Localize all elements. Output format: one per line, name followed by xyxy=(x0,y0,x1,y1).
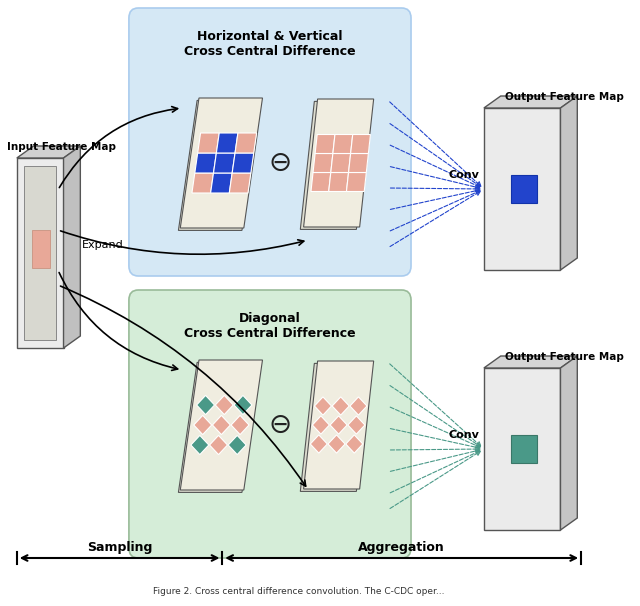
Text: Diagonal
Cross Central Difference: Diagonal Cross Central Difference xyxy=(184,312,356,340)
Polygon shape xyxy=(333,135,353,153)
Polygon shape xyxy=(484,108,561,270)
Polygon shape xyxy=(211,173,232,193)
Polygon shape xyxy=(196,395,214,415)
Polygon shape xyxy=(179,362,260,493)
Polygon shape xyxy=(300,364,371,491)
Text: Conv: Conv xyxy=(449,170,479,180)
Text: Conv: Conv xyxy=(449,430,479,440)
Text: ⊖: ⊖ xyxy=(269,411,292,439)
Polygon shape xyxy=(194,415,212,435)
Polygon shape xyxy=(484,96,577,108)
FancyBboxPatch shape xyxy=(129,290,411,558)
Polygon shape xyxy=(229,173,251,193)
Polygon shape xyxy=(228,435,246,454)
Polygon shape xyxy=(315,135,335,153)
Polygon shape xyxy=(328,435,345,453)
Text: Sampling: Sampling xyxy=(87,541,152,554)
Polygon shape xyxy=(303,99,374,227)
Polygon shape xyxy=(329,173,349,191)
Polygon shape xyxy=(235,133,257,153)
Text: Output Feature Map: Output Feature Map xyxy=(506,352,624,362)
Text: Aggregation: Aggregation xyxy=(358,541,445,554)
Polygon shape xyxy=(17,158,63,348)
Polygon shape xyxy=(484,368,561,530)
Polygon shape xyxy=(231,415,249,435)
Polygon shape xyxy=(511,175,537,203)
Polygon shape xyxy=(561,96,577,270)
Polygon shape xyxy=(314,397,332,415)
Polygon shape xyxy=(346,435,363,453)
Polygon shape xyxy=(232,153,253,173)
Polygon shape xyxy=(180,360,262,490)
Polygon shape xyxy=(215,395,233,415)
Polygon shape xyxy=(351,135,371,153)
Text: Input Feature Map: Input Feature Map xyxy=(8,142,116,152)
Polygon shape xyxy=(63,146,81,348)
Polygon shape xyxy=(209,435,227,454)
Polygon shape xyxy=(192,173,214,193)
Polygon shape xyxy=(331,153,351,173)
Polygon shape xyxy=(191,435,209,454)
Polygon shape xyxy=(212,415,230,435)
Polygon shape xyxy=(198,133,220,153)
Text: Expand: Expand xyxy=(82,240,124,250)
Polygon shape xyxy=(484,356,577,368)
Polygon shape xyxy=(179,101,260,230)
Text: ⊖: ⊖ xyxy=(269,149,292,177)
Text: Output Feature Map: Output Feature Map xyxy=(506,92,624,102)
Polygon shape xyxy=(17,146,81,158)
Polygon shape xyxy=(511,435,537,463)
Polygon shape xyxy=(348,416,365,434)
Polygon shape xyxy=(24,166,56,340)
Polygon shape xyxy=(180,98,262,228)
Polygon shape xyxy=(561,356,577,530)
Text: Horizontal & Vertical
Cross Central Difference: Horizontal & Vertical Cross Central Diff… xyxy=(184,30,356,58)
Polygon shape xyxy=(330,416,347,434)
Text: Figure 2. Cross central difference convolution. The C-CDC oper...: Figure 2. Cross central difference convo… xyxy=(153,587,445,596)
Polygon shape xyxy=(350,397,367,415)
Polygon shape xyxy=(332,397,349,415)
Polygon shape xyxy=(311,173,331,191)
Polygon shape xyxy=(310,435,327,453)
Polygon shape xyxy=(234,395,252,415)
Polygon shape xyxy=(214,153,235,173)
Polygon shape xyxy=(300,101,371,230)
Polygon shape xyxy=(195,153,216,173)
Polygon shape xyxy=(32,230,51,268)
Polygon shape xyxy=(313,153,333,173)
FancyBboxPatch shape xyxy=(129,8,411,276)
Polygon shape xyxy=(216,133,238,153)
Polygon shape xyxy=(349,153,369,173)
Polygon shape xyxy=(303,361,374,489)
Polygon shape xyxy=(312,416,330,434)
Polygon shape xyxy=(346,173,366,191)
